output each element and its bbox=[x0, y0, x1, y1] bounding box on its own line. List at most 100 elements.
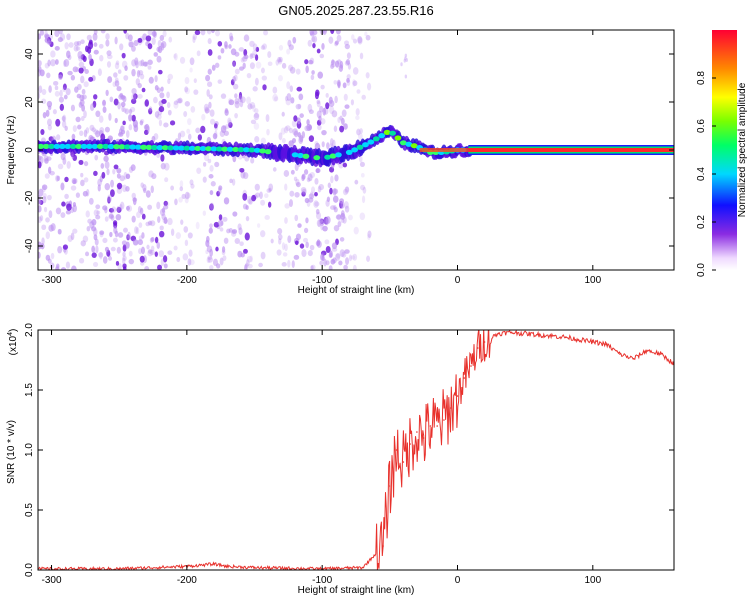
spectrogram-speckle bbox=[266, 188, 271, 193]
spectrogram-speckle bbox=[228, 99, 235, 106]
spectrogram-speckle bbox=[218, 214, 223, 221]
spectrogram-speckle bbox=[330, 205, 336, 210]
spectrogram-speckle bbox=[98, 252, 104, 258]
snr-data-point bbox=[443, 419, 445, 421]
spectrogram-speckle bbox=[131, 114, 136, 122]
spectrogram-ridge-core bbox=[362, 142, 369, 148]
spectrogram-speckle bbox=[288, 64, 294, 71]
y-tick-label: 40 bbox=[24, 48, 35, 60]
spectrogram-speckle bbox=[304, 59, 309, 65]
spectrogram-speckle bbox=[57, 163, 64, 170]
spectrogram-speckle bbox=[247, 196, 252, 204]
spectrogram-speckle bbox=[160, 42, 165, 51]
spectrogram-speckle bbox=[128, 250, 133, 257]
spectrogram-speckle bbox=[206, 89, 210, 97]
spectrogram-speckle bbox=[330, 175, 334, 184]
spectrogram-speckle bbox=[78, 101, 83, 108]
spectrogram-speckle bbox=[319, 53, 325, 59]
spectrogram-speckle bbox=[232, 60, 237, 67]
spectrogram-speckle bbox=[232, 61, 236, 67]
spectrogram-speckle bbox=[72, 204, 77, 213]
spectrogram-speckle bbox=[55, 118, 61, 127]
spectrogram-speckle bbox=[42, 111, 47, 119]
spectrogram-speckle bbox=[67, 235, 73, 243]
spectrogram-speckle bbox=[249, 40, 255, 47]
spectrogram-speckle bbox=[333, 125, 338, 133]
spectrogram-speckle bbox=[143, 124, 148, 130]
spectrogram-speckle bbox=[154, 251, 158, 257]
spectrogram-speckle bbox=[260, 199, 266, 206]
spectrogram-speckle bbox=[347, 62, 352, 70]
spectrogram-speckle bbox=[128, 108, 133, 115]
spectrogram-speckle bbox=[167, 250, 173, 255]
spectrogram-speckle bbox=[83, 110, 87, 119]
spectrogram-speckle bbox=[167, 73, 174, 80]
spectrogram-speckle bbox=[263, 30, 269, 36]
spectrogram-speckle bbox=[173, 101, 179, 109]
spectrogram-speckle bbox=[135, 78, 140, 86]
spectrogram-speckle bbox=[309, 30, 314, 36]
spectrogram-speckle bbox=[301, 174, 305, 182]
spectrogram-speckle bbox=[223, 237, 229, 244]
spectrogram-speckle bbox=[260, 67, 265, 74]
spectrogram-speckle bbox=[209, 190, 214, 196]
spectrogram-speckle bbox=[209, 265, 214, 270]
spectrogram-speckle bbox=[161, 98, 167, 104]
spectrogram-speckle bbox=[264, 193, 269, 199]
spectrogram-speckle bbox=[55, 207, 62, 215]
spectrogram-speckle bbox=[70, 74, 76, 81]
spectrogram-speckle bbox=[92, 32, 98, 41]
spectrogram-ridge-core bbox=[167, 145, 175, 151]
spectrogram-speckle bbox=[125, 205, 130, 211]
spectrogram-speckle bbox=[66, 50, 71, 59]
snr-data-point bbox=[646, 349, 648, 352]
spectrogram-ridge-core bbox=[183, 145, 191, 151]
spectrogram-ridge-core bbox=[248, 147, 256, 153]
spectrogram-speckle bbox=[163, 122, 169, 128]
spectrogram-ridge-core bbox=[42, 143, 50, 149]
spectrogram-speckle bbox=[112, 220, 118, 226]
spectrogram-speckle bbox=[343, 201, 349, 209]
spectrogram-speckle bbox=[365, 34, 371, 41]
spectrogram-speckle bbox=[344, 205, 350, 213]
spectrogram-speckle bbox=[254, 77, 259, 86]
spectrogram-speckle bbox=[131, 59, 137, 67]
spectrogram-speckle bbox=[132, 239, 139, 246]
spectrogram-speckle bbox=[281, 242, 286, 251]
spectrogram-speckle bbox=[262, 43, 267, 50]
spectrogram-speckle bbox=[335, 253, 341, 259]
spectrogram-speckle bbox=[305, 217, 309, 224]
spectrogram-speckle bbox=[139, 255, 145, 263]
spectrogram-speckle bbox=[38, 199, 42, 205]
spectrogram-speckle bbox=[228, 227, 233, 233]
spectrogram-speckle bbox=[44, 158, 49, 164]
spectrogram-speckle bbox=[347, 214, 353, 221]
spectrogram-speckle bbox=[106, 168, 110, 176]
spectrogram-speckle bbox=[61, 116, 66, 122]
colorbar: 0.0 0.2 0.4 0.6 0.8 Normalized spectral ampl… bbox=[696, 30, 748, 277]
y-tick-label: 0.5 bbox=[24, 503, 35, 517]
spectrogram-speckle bbox=[291, 260, 295, 269]
spectrogram-speckle bbox=[187, 258, 192, 266]
spectrogram-speckle bbox=[339, 249, 345, 258]
spectrogram-speckle bbox=[55, 266, 60, 270]
spectrogram-speckle bbox=[348, 254, 353, 262]
spectrogram-speckle bbox=[196, 50, 201, 57]
spectrogram-x-label: Height of straight line (km) bbox=[298, 285, 415, 296]
spectrogram-speckle bbox=[346, 52, 351, 59]
spectrogram-speckle bbox=[178, 197, 183, 203]
spectrogram-ridge-core bbox=[259, 148, 267, 154]
spectrogram-speckle bbox=[179, 186, 184, 192]
spectrogram-speckle bbox=[145, 221, 151, 227]
spectrogram-speckle bbox=[284, 183, 288, 191]
spectrogram-speckle bbox=[83, 81, 89, 88]
spectrogram-speckle bbox=[122, 120, 126, 126]
spectrogram-speckle bbox=[321, 141, 325, 148]
spectrogram-speckle bbox=[131, 45, 136, 52]
spectrogram-speckle bbox=[179, 180, 184, 188]
spectrogram-speckle bbox=[238, 47, 245, 52]
spectrogram-speckle bbox=[160, 162, 166, 170]
spectrogram-speckle bbox=[99, 230, 105, 236]
spectrogram-speckle bbox=[148, 76, 154, 84]
spectrogram-speckle bbox=[93, 209, 99, 217]
